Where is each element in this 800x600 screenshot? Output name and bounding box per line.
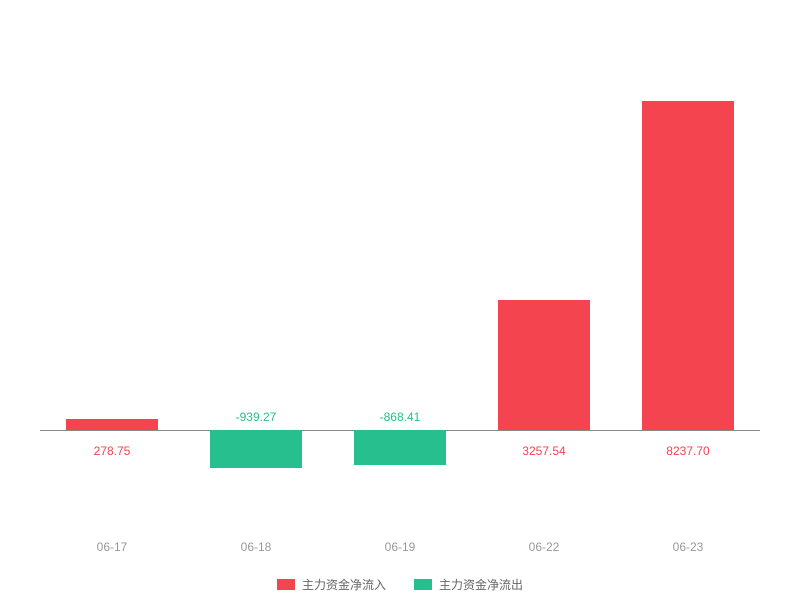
legend-item-outflow: 主力资金净流出 bbox=[414, 576, 523, 593]
bars-group: 278.75 -939.27-868.41 3257.548237.70 bbox=[40, 30, 760, 490]
bar bbox=[210, 430, 302, 468]
legend-label-outflow: 主力资金净流出 bbox=[439, 576, 523, 593]
bar-slot: 3257.54 bbox=[472, 30, 616, 490]
x-axis-label: 06-19 bbox=[328, 540, 472, 554]
bar-slot: 8237.70 bbox=[616, 30, 760, 490]
bar-value-label: 278.75 bbox=[40, 444, 184, 458]
bar-value-label: 8237.70 bbox=[616, 444, 760, 458]
legend-item-inflow: 主力资金净流入 bbox=[277, 576, 386, 593]
x-axis-label: 06-18 bbox=[184, 540, 328, 554]
bar-slot: 278.75 bbox=[40, 30, 184, 490]
bar bbox=[354, 430, 446, 465]
bar bbox=[498, 300, 590, 430]
bar-slot: -939.27 bbox=[184, 30, 328, 490]
capital-flow-chart: 278.75 -939.27-868.41 3257.548237.70 06-17… bbox=[0, 0, 800, 600]
bar-value-label: -939.27 bbox=[184, 410, 328, 424]
bar-slot: -868.41 bbox=[328, 30, 472, 490]
x-axis-label: 06-23 bbox=[616, 540, 760, 554]
x-axis-label: 06-17 bbox=[40, 540, 184, 554]
bar bbox=[642, 101, 734, 431]
x-axis-labels: 06-1706-1806-1906-2206-23 bbox=[40, 540, 760, 554]
x-axis-label: 06-22 bbox=[472, 540, 616, 554]
bar-value-label: 3257.54 bbox=[472, 444, 616, 458]
legend-swatch-inflow bbox=[277, 579, 295, 590]
legend-label-inflow: 主力资金净流入 bbox=[302, 576, 386, 593]
bar bbox=[66, 419, 158, 430]
legend: 主力资金净流入 主力资金净流出 bbox=[40, 576, 760, 593]
plot-area: 278.75 -939.27-868.41 3257.548237.70 bbox=[40, 30, 760, 490]
bar-value-label: -868.41 bbox=[328, 410, 472, 424]
legend-swatch-outflow bbox=[414, 579, 432, 590]
